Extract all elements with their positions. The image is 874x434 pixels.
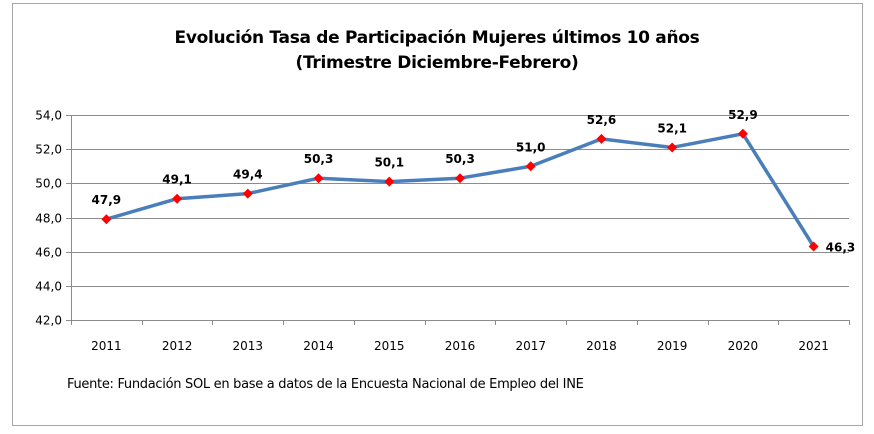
y-tick-label: 46,0 [35,246,62,260]
data-point-marker [667,142,678,153]
x-tick-label: 2013 [233,339,264,353]
x-tick-label: 2017 [515,339,546,353]
data-label: 52,1 [657,121,687,135]
data-label: 46,3 [826,241,856,255]
y-tick-label: 42,0 [35,314,62,328]
data-label: 49,4 [233,168,263,182]
data-label: 50,3 [445,152,475,166]
x-tick-label: 2015 [374,339,405,353]
data-point-marker [808,241,819,252]
y-tick-label: 50,0 [35,177,62,191]
data-label: 52,9 [728,108,758,122]
source-note: Fuente: Fundación SOL en base a datos de… [67,377,584,392]
data-point-marker [737,128,748,139]
y-tick-label: 52,0 [35,143,62,157]
x-tick-label: 2019 [657,339,688,353]
data-point-marker [313,173,324,184]
y-tick-label: 48,0 [35,212,62,226]
chart-subtitle: (Trimestre Diciembre-Febrero) [295,53,579,73]
data-label: 51,0 [516,140,546,154]
data-point-marker [172,193,183,204]
y-tick-label: 54,0 [35,109,62,123]
x-tick-label: 2020 [728,339,759,353]
data-labels: 47,9 49,1 49,4 50,3 50,1 50,3 51,0 52,6 52,1 52,9… [92,108,856,255]
x-tick-label: 2016 [445,339,476,353]
data-point-marker [596,133,607,144]
x-tick-label: 2018 [586,339,617,353]
y-tick-label: 44,0 [35,280,62,294]
series-line [105,132,816,248]
x-tick-label: 2011 [91,339,122,353]
data-point-marker [242,188,253,199]
x-tick-label: 2014 [303,339,334,353]
chart-title: Evolución Tasa de Participación Mujeres … [0,26,874,76]
x-tick-label: 2012 [162,339,193,353]
gridlines [71,115,849,287]
data-point-marker [384,176,395,187]
data-point-marker [455,173,465,184]
data-label: 50,3 [304,152,334,166]
axes [71,115,849,321]
data-label: 49,1 [162,173,192,187]
chart-frame [12,3,863,426]
data-label: 47,9 [92,193,122,207]
chart-title-main: Evolución Tasa de Participación Mujeres … [174,28,700,48]
data-point-marker [525,161,536,172]
y-axis-ticks: 42,0 44,0 46,0 48,0 50,0 52,0 54,0 [35,109,71,328]
x-tick-label: 2021 [798,339,829,353]
data-point-marker [101,214,112,225]
x-axis-ticks: 2011 2012 2013 2014 2015 2016 2017 2018 2019 2020… [71,320,850,353]
series [101,128,819,252]
data-label: 50,1 [374,156,404,170]
data-label: 52,6 [587,113,617,127]
